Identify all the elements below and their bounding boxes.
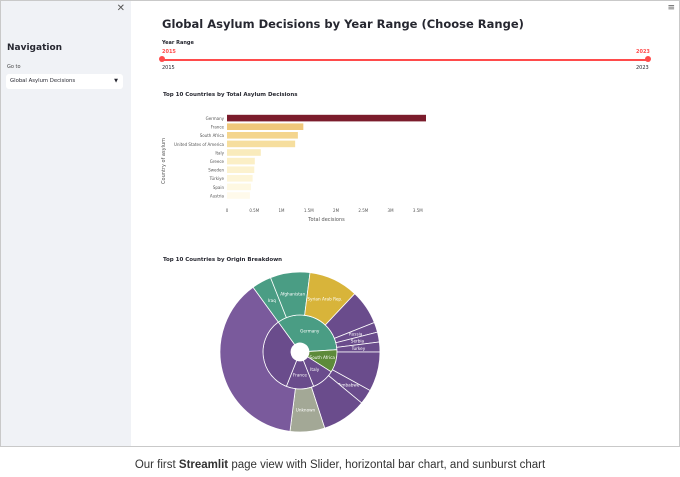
caption-prefix: Our first bbox=[134, 459, 179, 471]
main-content: ≡ Global Asylum Decisions by Year Range … bbox=[131, 1, 679, 446]
bar[interactable] bbox=[227, 114, 426, 122]
slider-min-label: 2015 bbox=[162, 65, 175, 71]
bar[interactable] bbox=[227, 157, 255, 165]
hamburger-menu-icon[interactable]: ≡ bbox=[667, 3, 675, 13]
y-tick-label: Greece bbox=[210, 159, 225, 164]
y-tick-label: South Africa bbox=[200, 133, 225, 138]
y-tick-label: Spain bbox=[213, 185, 225, 190]
bar[interactable] bbox=[227, 166, 255, 173]
bar-chart-title: Top 10 Countries by Total Asylum Decisio… bbox=[163, 92, 298, 98]
bar-chart: Country of asylum Germany France South Afri… bbox=[161, 114, 426, 223]
page-select[interactable]: Global Asylum Decisions ▼ bbox=[6, 74, 123, 89]
chevron-down-icon: ▼ bbox=[114, 78, 118, 84]
bar[interactable] bbox=[227, 175, 253, 182]
sunburst-outer-segment-label: Turkey bbox=[351, 346, 366, 351]
sunburst-inner-segment-label: Germany bbox=[300, 329, 320, 334]
page-title: Global Asylum Decisions by Year Range (C… bbox=[162, 17, 524, 31]
y-tick-label: Italy bbox=[215, 150, 224, 155]
figure-caption: Our first Streamlit page view with Slide… bbox=[0, 459, 680, 471]
y-tick-label: United States of America bbox=[174, 142, 225, 147]
y-tick-label: Türkiye bbox=[209, 176, 225, 181]
bar[interactable] bbox=[227, 140, 296, 148]
bar[interactable] bbox=[227, 183, 251, 191]
y-tick-label: Sweden bbox=[208, 168, 224, 173]
sunburst-outer-segment-label: Iraq bbox=[268, 298, 277, 303]
page-select-value: Global Asylum Decisions bbox=[10, 78, 76, 84]
sunburst-outer-segment-label: Syrian Arab Rep. bbox=[307, 297, 342, 302]
slider-value-high: 2023 bbox=[636, 49, 650, 55]
sidebar-title: Navigation bbox=[7, 43, 63, 53]
sunburst-outer-segment-label: Zimbabwe bbox=[337, 382, 359, 387]
x-tick-label: 0.5M bbox=[249, 208, 259, 213]
bar[interactable] bbox=[227, 192, 250, 199]
slider-handle-low[interactable] bbox=[159, 56, 165, 62]
caption-bold: Streamlit bbox=[178, 459, 229, 471]
slider-value-low: 2015 bbox=[162, 49, 176, 55]
caption-suffix: page view with Slider, horizontal bar ch… bbox=[228, 459, 546, 471]
sunburst-inner-segment-label: France bbox=[293, 373, 307, 378]
y-tick-label: Germany bbox=[206, 116, 225, 121]
y-axis-label: Country of asylum bbox=[161, 138, 167, 184]
x-tick-label: 2M bbox=[333, 208, 340, 213]
sunburst-outer-segment-label: Russia bbox=[349, 331, 363, 336]
sunburst-outer-segment-label: Unknown bbox=[296, 408, 316, 413]
sunburst-outer-segment-label: Afghanistan bbox=[280, 291, 305, 296]
sunburst-outer-segment[interactable] bbox=[219, 286, 296, 432]
sunburst-outer-segment-label: Serbia bbox=[351, 339, 365, 344]
bar[interactable] bbox=[227, 149, 261, 156]
x-tick-label: 3M bbox=[388, 208, 395, 213]
bar[interactable] bbox=[227, 123, 304, 130]
x-tick-label: 2.5M bbox=[358, 208, 368, 213]
slider-max-label: 2023 bbox=[636, 65, 649, 71]
x-axis-label: Total decisions bbox=[307, 217, 345, 223]
slider-label: Year Range bbox=[162, 40, 194, 46]
year-range-slider[interactable] bbox=[162, 59, 649, 61]
y-tick-label: Austria bbox=[210, 193, 225, 198]
x-tick-label: 3.5M bbox=[413, 208, 423, 213]
sidebar: ✕ Navigation Go to Global Asylum Decisio… bbox=[1, 1, 131, 446]
app-window: ✕ Navigation Go to Global Asylum Decisio… bbox=[0, 0, 680, 447]
slider-handle-high[interactable] bbox=[645, 56, 651, 62]
x-tick-label: 0 bbox=[226, 208, 229, 213]
sunburst-chart-title: Top 10 Countries by Origin Breakdown bbox=[163, 257, 283, 263]
sunburst-inner-segment-label: South Africa bbox=[310, 355, 336, 360]
goto-label: Go to bbox=[7, 64, 21, 70]
x-tick-label: 1M bbox=[279, 208, 286, 213]
y-tick-label: France bbox=[211, 125, 225, 130]
x-tick-label: 1.5M bbox=[304, 208, 314, 213]
sunburst-inner-segment-label: Italy bbox=[310, 367, 320, 372]
close-icon[interactable]: ✕ bbox=[116, 3, 125, 14]
bar[interactable] bbox=[227, 132, 298, 139]
